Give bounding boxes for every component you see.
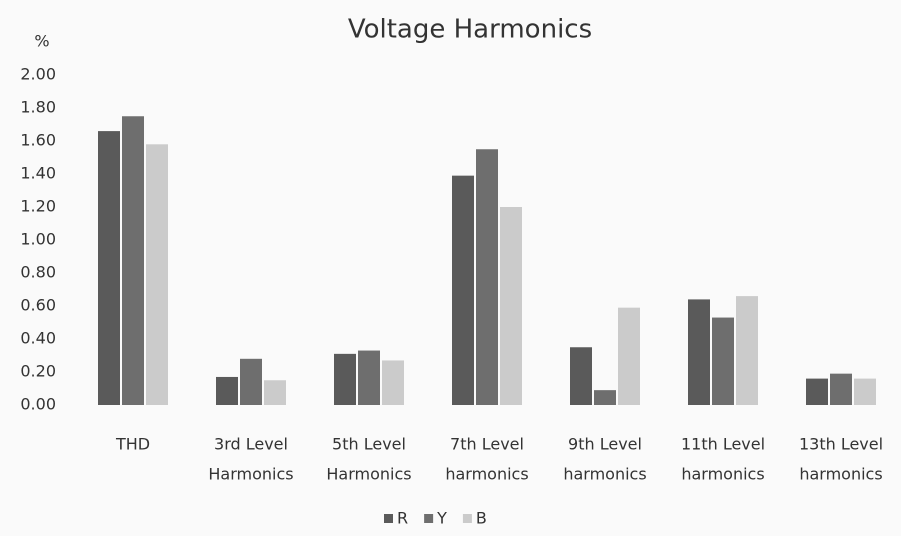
- bar: [476, 149, 498, 405]
- y-tick-label: 1.40: [20, 164, 56, 183]
- bar: [854, 378, 876, 405]
- bar: [830, 373, 852, 405]
- y-tick-label: 1.60: [20, 131, 56, 150]
- legend-swatch: [462, 514, 472, 523]
- x-tick-label: harmonics: [681, 465, 764, 484]
- bar: [146, 144, 168, 406]
- bar: [358, 350, 380, 405]
- x-tick-label: 5th Level: [332, 435, 406, 454]
- bar: [594, 390, 616, 405]
- bar: [264, 380, 286, 405]
- x-tick-label: Harmonics: [208, 465, 293, 484]
- bar: [216, 376, 238, 405]
- bar: [382, 360, 404, 405]
- x-tick-label: harmonics: [799, 465, 882, 484]
- bar: [122, 116, 144, 405]
- x-tick-label: 3rd Level: [214, 435, 288, 454]
- x-tick-label: 7th Level: [450, 435, 524, 454]
- bar: [452, 175, 474, 405]
- bar: [500, 207, 522, 405]
- legend-label: Y: [436, 509, 447, 528]
- bar: [688, 299, 710, 405]
- bar: [240, 358, 262, 405]
- x-tick-label: harmonics: [563, 465, 646, 484]
- bar: [712, 317, 734, 405]
- y-tick-label: 0.80: [20, 263, 56, 282]
- legend-label: R: [397, 509, 408, 528]
- bar: [334, 353, 356, 405]
- bar: [98, 131, 120, 405]
- x-tick-label: 9th Level: [568, 435, 642, 454]
- y-tick-label: 0.00: [20, 395, 56, 414]
- x-tick-label: harmonics: [445, 465, 528, 484]
- y-tick-label: 1.20: [20, 197, 56, 216]
- y-tick-label: 1.80: [20, 98, 56, 117]
- x-tick-label: THD: [115, 435, 150, 454]
- bar: [570, 347, 592, 405]
- bar: [806, 378, 828, 405]
- y-tick-label: 1.00: [20, 230, 56, 249]
- x-tick-label: 11th Level: [681, 435, 765, 454]
- chart-title: Voltage Harmonics: [348, 15, 592, 45]
- x-tick-label: Harmonics: [326, 465, 411, 484]
- legend-swatch: [424, 514, 434, 523]
- legend-swatch: [384, 514, 393, 523]
- x-tick-label: 13th Level: [799, 435, 883, 454]
- y-tick-label: 0.20: [20, 362, 56, 381]
- legend-label: B: [476, 509, 487, 528]
- y-tick-label: 2.00: [20, 65, 56, 84]
- y-tick-label: 0.40: [20, 329, 56, 348]
- bar: [618, 307, 640, 405]
- y-tick-label: 0.60: [20, 296, 56, 315]
- y-axis-label: %: [34, 32, 49, 51]
- bar: [736, 296, 758, 405]
